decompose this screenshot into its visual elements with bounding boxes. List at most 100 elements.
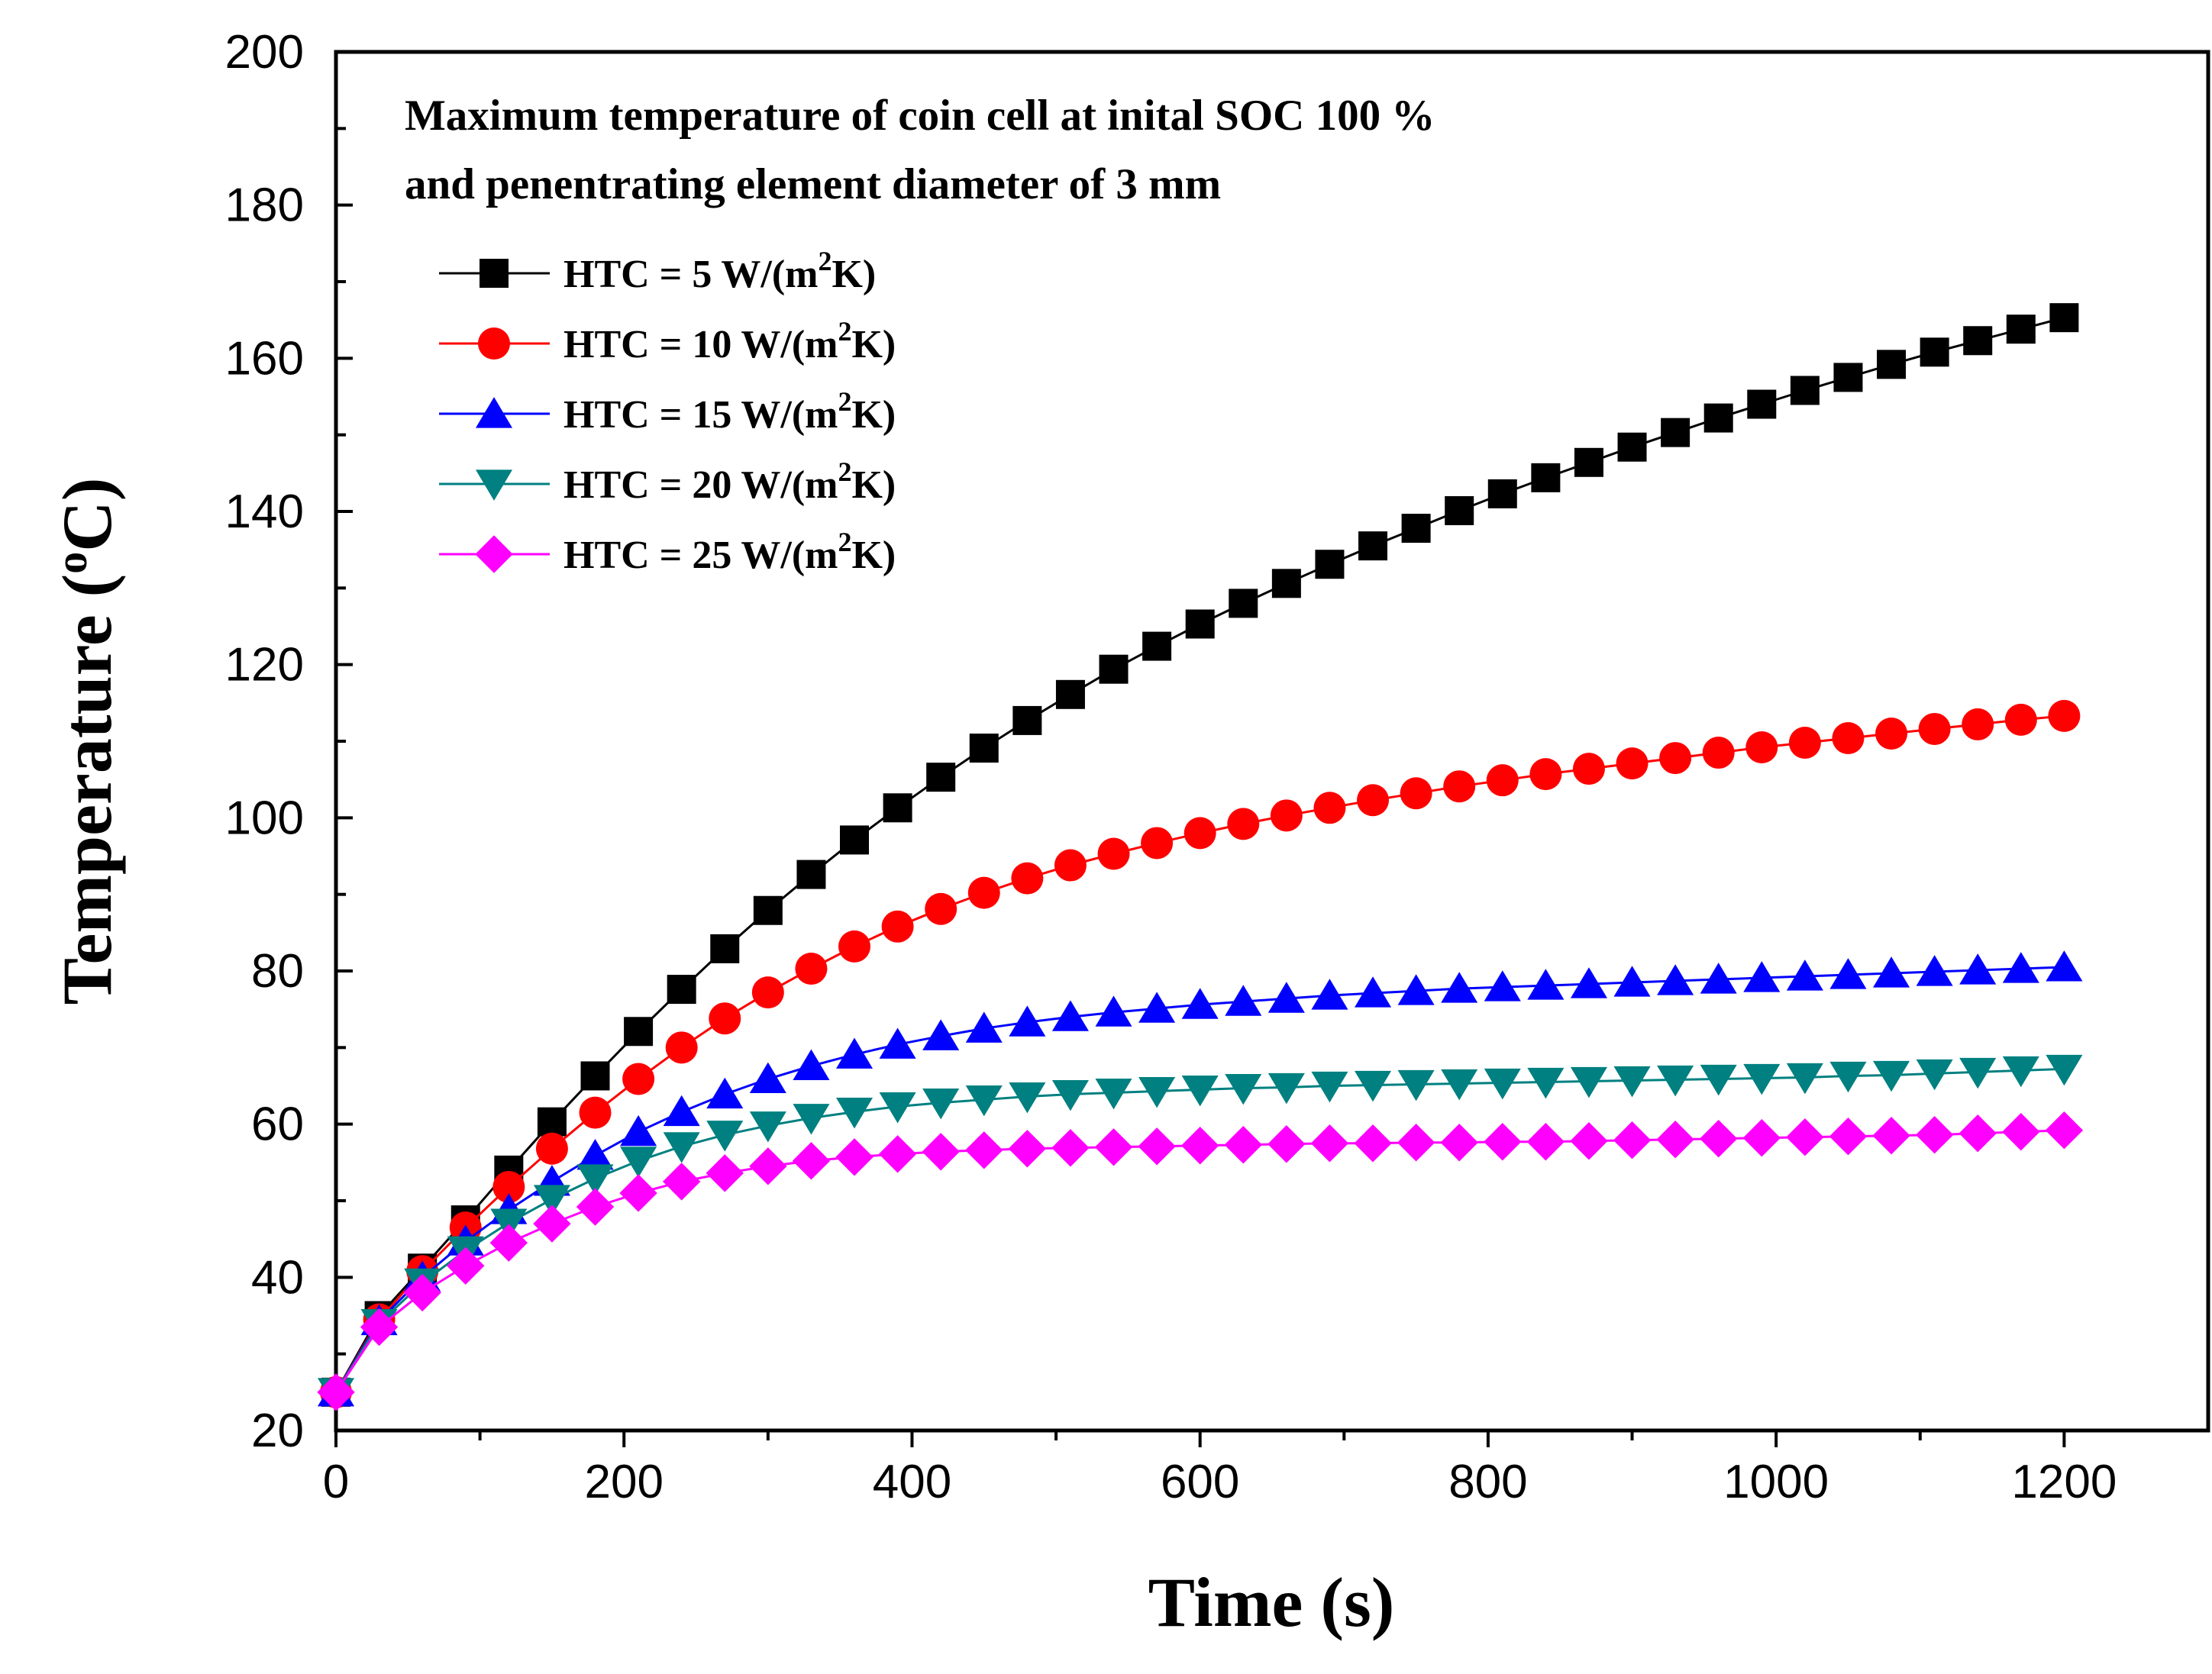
data-point [1009,1082,1046,1114]
data-point [1786,1063,1823,1095]
data-point [881,910,914,943]
data-point [2002,1056,2039,1088]
data-point [1832,721,1865,754]
data-point [753,895,783,925]
data-point [1051,1079,1089,1111]
legend-marker [478,327,510,360]
x-tick-label: 800 [1448,1456,1527,1508]
x-tick-label: 1000 [1723,1456,1829,1508]
data-point [580,1061,610,1091]
legend-label-suffix: K) [851,393,896,437]
legend-label-suffix: K) [851,463,896,507]
data-point [1051,1000,1089,1031]
x-tick-label: 1200 [2011,1456,2117,1508]
x-tick-label: 600 [1161,1456,1239,1508]
data-point [1180,1127,1219,1165]
data-point [489,1224,528,1262]
legend-label: HTC = 20 W/(m2K) [563,456,896,507]
legend-label-superscript: 2 [838,386,851,417]
data-point [1486,764,1519,797]
data-point [620,1114,657,1147]
data-point [620,1147,657,1178]
data-point [1097,837,1130,870]
legend-marker [475,535,513,573]
data-point [579,1096,612,1129]
data-point [1227,808,1260,840]
data-point [1094,1128,1133,1166]
data-point [663,1095,700,1127]
data-point [667,975,696,1005]
data-point [1315,550,1345,579]
data-point [1745,731,1778,764]
data-point [1700,1064,1737,1096]
data-point [1184,817,1216,850]
data-point [2046,950,2083,982]
legend-item: HTC = 25 W/(m2K) [439,527,896,577]
data-point [1224,1126,1262,1164]
data-point [965,1011,1003,1043]
data-point [795,952,828,985]
data-point [535,1132,568,1165]
legend-item: HTC = 20 W/(m2K) [439,456,896,507]
y-tick-label: 160 [225,332,304,385]
data-point [1700,963,1737,994]
y-axis-title: Temperature (oC) [47,478,127,1005]
data-point [576,1164,614,1195]
data-point [796,860,826,889]
data-point [2006,314,2036,344]
data-point [1916,1059,1953,1091]
data-point [1441,972,1478,1003]
legend-label: HTC = 25 W/(m2K) [563,527,896,577]
y-tick-label: 40 [251,1251,304,1304]
data-point [965,1131,1003,1169]
data-point [749,1111,786,1143]
data-point [1008,1130,1047,1168]
legend-label-suffix: K) [851,323,896,366]
legend-label-superscript: 2 [838,527,851,557]
y-tick-label: 120 [225,639,304,692]
data-point [1397,1069,1435,1101]
data-point [619,1174,657,1212]
series-5 [317,1111,2084,1411]
data-point [1054,849,1087,882]
data-point [1574,447,1603,477]
y-axis-title-prefix: Temperature ( [48,574,126,1005]
data-point [706,1154,744,1192]
data-point [710,934,740,963]
y-tick-label: 200 [225,26,304,79]
data-point [2046,1054,2083,1086]
data-point [1527,969,1565,1000]
data-point [1225,985,1262,1016]
legend-marker [480,259,509,288]
data-point [537,1107,567,1137]
data-point [1141,827,1174,860]
data-point [1829,958,1867,989]
data-point [878,1135,917,1173]
data-point [1959,1057,1997,1089]
data-point [1271,569,1301,598]
data-point [1397,974,1435,1005]
legend-marker [475,397,513,428]
data-point [749,1147,787,1185]
data-point [1963,326,1993,356]
data-point [792,1142,831,1180]
data-point [1138,1127,1176,1166]
data-point [1138,1076,1176,1108]
data-point [1055,679,1085,709]
legend-label: HTC = 10 W/(m2K) [563,316,896,366]
data-point [1743,1063,1781,1095]
data-point [1742,1119,1781,1157]
legend-label-suffix: K) [851,534,896,577]
data-point [879,1027,916,1059]
data-point [1443,770,1476,803]
data-point [1011,862,1044,895]
legend-label-text: HTC = 15 W/(m [563,393,838,437]
data-point [1786,1118,1824,1156]
data-point [969,734,999,763]
series-3 [317,950,2083,1407]
data-point [749,1062,786,1094]
data-point [360,1308,399,1347]
data-point [2049,303,2079,333]
data-point [1920,337,1949,367]
data-point [1357,784,1390,817]
